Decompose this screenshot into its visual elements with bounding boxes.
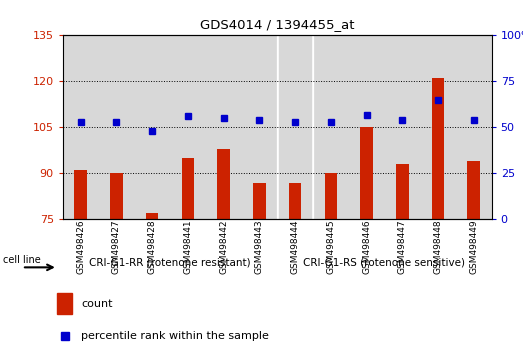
Bar — [349, 35, 384, 219]
Text: cell line: cell line — [3, 255, 41, 265]
Bar — [134, 35, 170, 219]
Bar — [422, 35, 454, 219]
Bar — [243, 35, 276, 219]
Bar — [313, 35, 349, 219]
Bar — [279, 35, 311, 219]
Bar — [386, 35, 418, 219]
Bar — [420, 35, 456, 219]
Bar — [289, 183, 301, 219]
Bar — [208, 35, 240, 219]
Bar — [253, 183, 266, 219]
Bar — [181, 158, 194, 219]
Bar — [277, 35, 313, 219]
Text: percentile rank within the sample: percentile rank within the sample — [81, 331, 269, 341]
Bar — [468, 161, 480, 219]
Bar — [360, 127, 373, 219]
Text: CRI-G1-RS (rotenone sensitive): CRI-G1-RS (rotenone sensitive) — [303, 258, 465, 268]
Bar — [218, 149, 230, 219]
Bar — [57, 293, 72, 314]
Bar — [170, 35, 206, 219]
Bar — [98, 35, 134, 219]
Bar — [325, 173, 337, 219]
Bar — [63, 35, 98, 219]
Bar — [432, 78, 444, 219]
Title: GDS4014 / 1394455_at: GDS4014 / 1394455_at — [200, 18, 355, 32]
Bar — [206, 35, 242, 219]
Bar — [100, 35, 132, 219]
Text: CRI-G1-RR (rotenone resistant): CRI-G1-RR (rotenone resistant) — [89, 258, 251, 268]
Bar — [277, 35, 313, 219]
Bar — [384, 35, 420, 219]
Bar — [64, 35, 97, 219]
Bar — [458, 35, 490, 219]
Bar — [110, 173, 122, 219]
Bar — [136, 35, 168, 219]
Bar — [456, 35, 492, 219]
Text: count: count — [81, 298, 112, 309]
Bar — [315, 35, 347, 219]
Bar — [396, 164, 408, 219]
Bar — [350, 35, 383, 219]
Bar — [172, 35, 204, 219]
Bar — [242, 35, 277, 219]
Bar — [146, 213, 158, 219]
Bar — [74, 170, 87, 219]
